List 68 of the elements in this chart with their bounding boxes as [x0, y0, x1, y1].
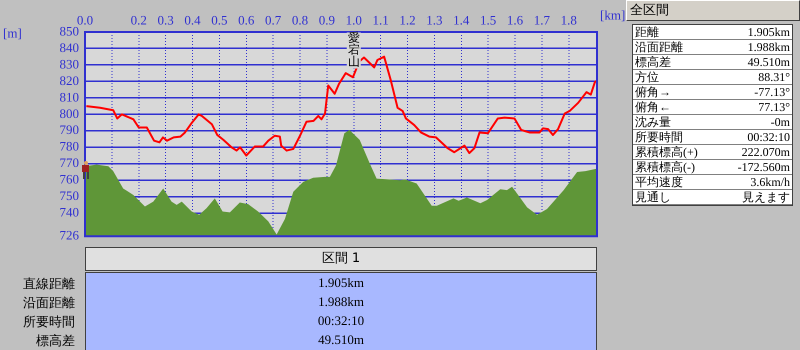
x-tick-label: 0.0	[76, 12, 94, 28]
text: 沿面距離	[22, 295, 75, 312]
x-tick-label: 0.2	[130, 12, 147, 28]
text: 俯角→	[635, 85, 671, 99]
text: 沈み量	[635, 115, 671, 129]
text: 所要時間	[22, 314, 75, 331]
text: 222.070m	[742, 145, 790, 159]
text: 3.6km/h	[750, 175, 790, 189]
y-tick-label: 820	[60, 72, 79, 88]
text: 49.510m	[748, 55, 790, 69]
annotation: 愛宕山	[348, 30, 360, 69]
x-tick-label: 1.4	[453, 12, 470, 28]
x-tick-label: 0.7	[265, 12, 282, 28]
text: 77.13°	[758, 100, 790, 114]
text: -0m	[770, 115, 790, 129]
text: 方位	[635, 70, 659, 84]
text: 所要時間	[635, 130, 683, 144]
text: 累積標高(+)	[635, 145, 698, 159]
x-tick-label: 0.3	[158, 12, 174, 28]
y-tick-label: 726	[60, 228, 80, 243]
y-tick-label: 850	[60, 23, 79, 38]
text: 距離	[635, 25, 659, 39]
text: 見えます	[742, 190, 790, 204]
text: 平均速度	[635, 175, 683, 189]
y-axis-title: [m]	[3, 25, 22, 40]
x-tick-label: 1.5	[480, 12, 496, 28]
text: 沿面距離	[635, 40, 683, 54]
y-tick-label: 800	[60, 106, 79, 121]
text: 累積標高(-)	[635, 160, 695, 174]
text: 見通し	[635, 190, 671, 204]
y-tick-label: 790	[60, 122, 79, 138]
text: 1.988km	[317, 294, 365, 310]
x-tick-label: 1.7	[534, 12, 551, 28]
text: 標高差	[35, 333, 75, 350]
y-tick-label: 750	[60, 188, 79, 204]
x-tick-label: 1.6	[506, 12, 524, 28]
text: 標高差	[635, 55, 671, 69]
text: 全区間	[626, 0, 800, 21]
x-tick-label: 1.1	[372, 12, 389, 28]
x-tick-label: 0.8	[292, 12, 308, 28]
x-tick-label: 0.4	[184, 12, 202, 28]
text: 88.31°	[758, 70, 790, 84]
y-tick-label: 830	[60, 56, 79, 72]
text: 直線距離	[22, 276, 75, 293]
text: 1.905km	[317, 275, 365, 291]
y-tick-label: 760	[60, 172, 79, 187]
y-tick-label: 740	[60, 204, 79, 220]
x-tick-label: 1.3	[426, 12, 443, 28]
x-axis-title: [km]	[600, 7, 626, 22]
y-tick-label: 770	[60, 155, 79, 170]
text: 49.510m	[317, 332, 365, 348]
text: 区間 1	[85, 247, 597, 271]
y-tick-label: 810	[60, 89, 79, 104]
text: -172.560m	[738, 160, 790, 174]
text: 俯角←	[635, 100, 671, 114]
text: -77.13°	[754, 85, 790, 99]
y-tick-label: 780	[60, 138, 79, 154]
text: 00:32:10	[316, 313, 366, 329]
text: 1.905km	[748, 25, 790, 39]
y-tick-label: 840	[60, 40, 79, 55]
x-tick-label: 1.8	[560, 12, 577, 28]
text: 1.988km	[748, 40, 790, 54]
x-tick-label: 1.2	[399, 12, 416, 28]
x-tick-label: 0.5	[211, 12, 228, 28]
x-tick-label: 1.0	[346, 12, 362, 28]
x-tick-label: 0.6	[238, 12, 255, 28]
x-tick-label: 0.9	[318, 12, 336, 28]
text: 00:32:10	[747, 130, 790, 144]
